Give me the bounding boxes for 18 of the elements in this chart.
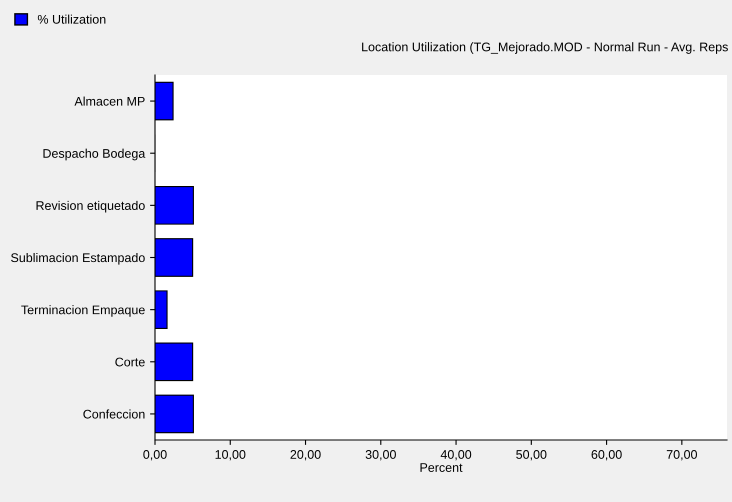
y-tick-label: Sublimacion Estampado	[11, 252, 145, 265]
y-tick-label: Almacen MP	[74, 96, 145, 106]
y-tick-label: Despacho Bodega	[43, 148, 146, 160]
legend-label: % Utilization	[38, 14, 106, 24]
y-tick-label: Revision etiquetado	[36, 200, 145, 212]
x-tick-label: 40,00	[440, 450, 472, 460]
x-tick-label: 30,00	[366, 450, 396, 460]
y-tick-label: Corte	[115, 358, 145, 366]
x-tick-label: 20,00	[290, 450, 321, 460]
x-tick-label: 70,00	[666, 450, 697, 460]
x-tick-label: 60,00	[592, 450, 622, 460]
chart-title: Location Utilization (TG_Mejorado.MOD - Normal Run - Avg. Reps	[362, 42, 728, 54]
x-tick-label: 0,00	[143, 450, 167, 460]
x-tick-label: 50,00	[516, 450, 546, 460]
x-axis-title: Percent	[420, 463, 462, 472]
y-tick-label: Confeccion	[83, 409, 144, 419]
x-tick-label: 10,00	[216, 450, 246, 460]
y-tick-label: Terminacion Empaque	[21, 305, 145, 317]
